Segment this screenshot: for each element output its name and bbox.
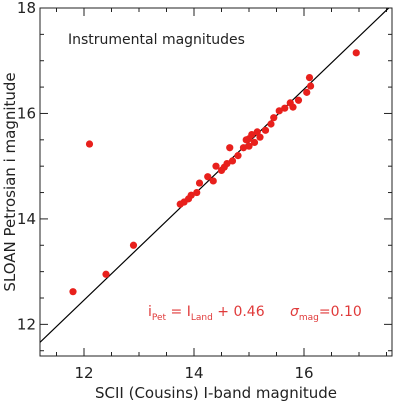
data-point [234, 152, 242, 160]
x-tick-label: 12 [74, 364, 93, 382]
data-point [294, 96, 303, 104]
sigma-value: =0.10 [319, 304, 362, 320]
sigma-sub: mag [299, 313, 319, 323]
eq-rhs-main: I [187, 304, 191, 320]
data-point [187, 191, 195, 199]
x-axis-title: SCII (Cousins) I-band magnitude [95, 384, 337, 402]
fit-equation: iPet = ILand + 0.46 [148, 304, 265, 323]
data-point [193, 188, 201, 197]
eq-lhs-main: i [148, 304, 152, 320]
y-tick-label: 16 [17, 104, 36, 122]
data-point [289, 103, 297, 111]
y-axis-title: SLOAN Petrosian i magnitude [1, 72, 19, 291]
data-point [281, 104, 289, 112]
data-point [223, 159, 231, 168]
eq-rhs-sub: Land [191, 313, 213, 323]
data-point [209, 177, 217, 185]
data-point [212, 162, 220, 170]
data-point [195, 179, 204, 187]
y-tick-label: 14 [17, 210, 36, 228]
y-tick-label: 12 [17, 315, 36, 333]
y-tick-label: 18 [17, 0, 36, 17]
data-point [228, 157, 237, 165]
sigma-text: σmag=0.10 [290, 304, 362, 323]
data-point [248, 130, 256, 139]
data-point [69, 288, 77, 296]
data-point [305, 74, 314, 82]
fit-line [40, 8, 390, 343]
data-point [275, 107, 283, 115]
data-point [129, 241, 138, 249]
data-point [253, 128, 261, 136]
data-point [303, 88, 311, 96]
plot-frame [39, 7, 393, 357]
eq-equals: = [166, 304, 187, 320]
data-point [245, 142, 253, 150]
data-point [270, 114, 278, 122]
eq-lhs-sub: Pet [152, 313, 167, 323]
eq-rhs-tail: + 0.46 [213, 304, 265, 320]
data-point [261, 126, 270, 134]
annotation-text: Instrumental magnitudes [68, 32, 245, 48]
data-point [352, 49, 360, 57]
x-tick-label: 16 [294, 364, 313, 382]
data-point [256, 133, 264, 141]
data-point [102, 270, 110, 278]
data-point [226, 144, 234, 152]
x-tick-label: 14 [184, 364, 203, 382]
data-point [250, 138, 259, 147]
data-point [307, 82, 315, 90]
data-point [204, 173, 212, 181]
data-point [239, 144, 248, 152]
data-point [85, 140, 94, 148]
data-point [267, 120, 275, 128]
sigma-symbol: σ [290, 304, 300, 320]
